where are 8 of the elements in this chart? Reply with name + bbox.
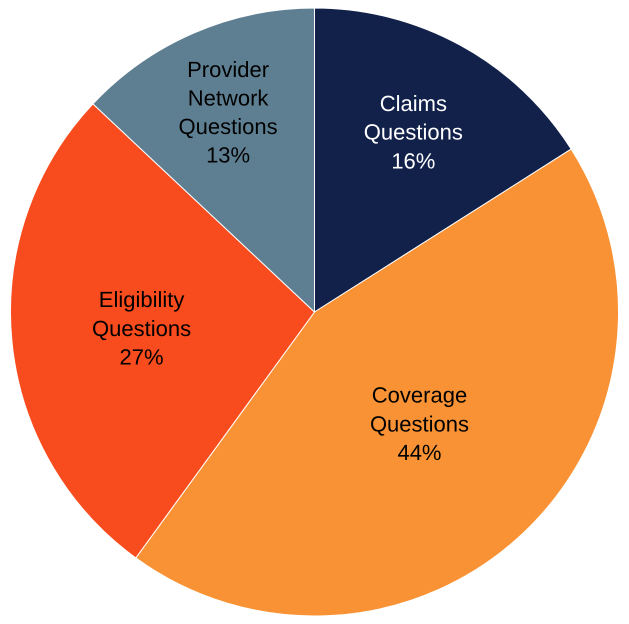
slice-label: Claims Questions [364,91,463,145]
data-label: 27% [120,344,164,370]
slice-label: Coverage Questions [370,382,470,436]
slice-label: Provider Network Questions [178,56,278,140]
data-label: 16% [391,148,436,174]
data-label: 13% [206,142,250,168]
slice-label: Eligibility Questions [92,287,192,341]
data-label: 44% [397,440,442,465]
